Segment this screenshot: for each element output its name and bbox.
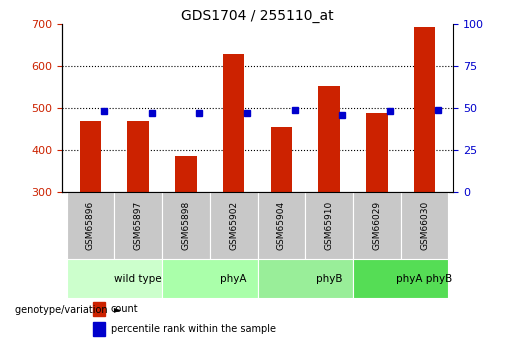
Title: GDS1704 / 255110_at: GDS1704 / 255110_at	[181, 9, 334, 23]
Text: GSM65898: GSM65898	[181, 201, 191, 250]
Bar	[270, 127, 292, 192]
Bar	[353, 192, 401, 259]
Bar	[414, 27, 435, 192]
Bar	[223, 54, 245, 192]
Bar	[114, 192, 162, 259]
Text: wild type: wild type	[114, 274, 162, 284]
Bar	[66, 259, 162, 298]
Bar	[175, 156, 197, 192]
Bar	[162, 259, 258, 298]
Text: GSM65896: GSM65896	[86, 201, 95, 250]
Text: GSM65910: GSM65910	[324, 201, 334, 250]
Bar	[93, 303, 105, 316]
Text: phyA: phyA	[220, 274, 247, 284]
Text: genotype/variation  ►: genotype/variation ►	[15, 305, 121, 315]
Bar	[366, 114, 388, 192]
Bar	[80, 121, 101, 192]
Bar	[305, 192, 353, 259]
Bar	[401, 192, 449, 259]
Text: GSM65904: GSM65904	[277, 201, 286, 250]
Bar	[66, 192, 114, 259]
Text: phyB: phyB	[316, 274, 342, 284]
Text: count: count	[111, 304, 139, 314]
Bar	[210, 192, 258, 259]
Bar	[93, 322, 105, 336]
Text: phyA phyB: phyA phyB	[397, 274, 453, 284]
Text: GSM65897: GSM65897	[134, 201, 143, 250]
Bar	[162, 192, 210, 259]
Bar	[258, 192, 305, 259]
Bar	[353, 259, 449, 298]
Text: percentile rank within the sample: percentile rank within the sample	[111, 324, 276, 334]
Bar	[127, 121, 149, 192]
Bar	[258, 259, 353, 298]
Text: GSM66029: GSM66029	[372, 201, 381, 250]
Bar	[318, 86, 340, 192]
Text: GSM65902: GSM65902	[229, 201, 238, 250]
Text: GSM66030: GSM66030	[420, 201, 429, 250]
